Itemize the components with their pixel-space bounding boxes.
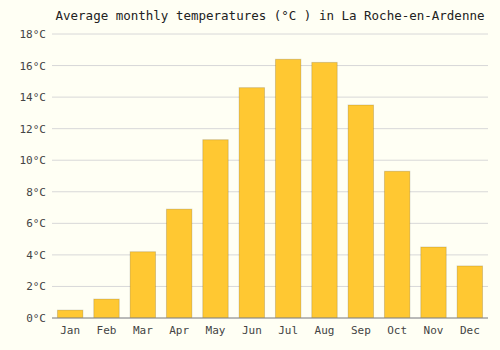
bar: [457, 266, 482, 318]
x-tick-label: Jul: [278, 324, 298, 337]
x-tick-label: Sep: [351, 324, 371, 337]
bar: [130, 252, 155, 318]
page: {"chart_data": {"type": "bar", "title": …: [0, 0, 500, 350]
bar: [166, 209, 191, 318]
y-tick-label: 12°C: [20, 123, 47, 136]
bar: [275, 59, 300, 318]
title: Average monthly temperatures (°C ) in La…: [56, 8, 485, 23]
y-tick-label: 6°C: [26, 217, 46, 230]
bars: [57, 59, 482, 318]
grid-line: [52, 128, 488, 129]
bar: [239, 88, 264, 318]
grid-line: [52, 65, 488, 66]
bar: [348, 105, 373, 318]
y-tick-label: 10°C: [20, 154, 47, 167]
x-tick-label: Dec: [460, 324, 480, 337]
grid-line: [52, 34, 488, 35]
x-tick-label: Nov: [424, 324, 444, 337]
bar: [203, 140, 228, 318]
bar: [421, 247, 446, 318]
x-tick-label: Aug: [315, 324, 335, 337]
x-axis-line: [52, 318, 488, 319]
y-tick-label: 8°C: [26, 186, 46, 199]
y-tick-label: 14°C: [20, 91, 47, 104]
y-tick-label: 2°C: [26, 280, 46, 293]
bar: [57, 310, 82, 318]
grid-line: [52, 318, 488, 319]
grid-line: [52, 160, 488, 161]
x-tick-label: Apr: [169, 324, 189, 337]
y-tick-label: 0°C: [26, 312, 46, 325]
x-tick-label: Jan: [60, 324, 80, 337]
bar: [312, 62, 337, 318]
y-tick-label: 4°C: [26, 249, 46, 262]
bar: [384, 171, 409, 318]
x-tick-label: Feb: [97, 324, 117, 337]
x-tick-label: Mar: [133, 324, 153, 337]
chart: Average monthly temperatures (°C ) in La…: [0, 0, 500, 350]
bar: [94, 299, 119, 318]
x-tick-label: May: [206, 324, 226, 337]
chart-container: Average monthly temperatures (°C ) in La…: [0, 0, 500, 350]
grid: [52, 34, 488, 318]
y-tick-label: 18°C: [20, 28, 47, 41]
grid-line: [52, 223, 488, 224]
y-tick-label: 16°C: [20, 60, 47, 73]
grid-line: [52, 97, 488, 98]
x-tick-label: Jun: [242, 324, 262, 337]
grid-line: [52, 191, 488, 192]
x-tick-label: Oct: [387, 324, 407, 337]
